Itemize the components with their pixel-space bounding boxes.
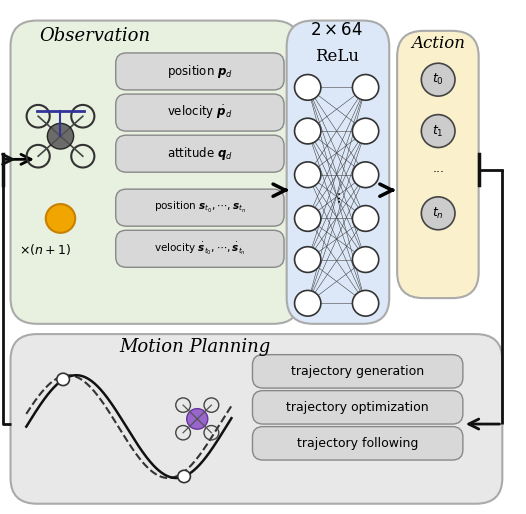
Circle shape: [352, 118, 379, 144]
Circle shape: [352, 290, 379, 316]
FancyBboxPatch shape: [116, 53, 284, 90]
Circle shape: [421, 115, 455, 148]
Text: $2 \times 64$: $2 \times 64$: [310, 22, 363, 40]
Circle shape: [57, 373, 69, 386]
FancyBboxPatch shape: [252, 355, 463, 388]
Text: velocity $\dot{\boldsymbol{p}}_d$: velocity $\dot{\boldsymbol{p}}_d$: [167, 104, 232, 121]
Text: velocity $\dot{\boldsymbol{s}}_{t_0}, \cdots, \dot{\boldsymbol{s}}_{t_n}$: velocity $\dot{\boldsymbol{s}}_{t_0}, \c…: [154, 241, 246, 257]
Circle shape: [421, 63, 455, 96]
FancyBboxPatch shape: [11, 334, 502, 504]
Text: trajectory generation: trajectory generation: [291, 365, 424, 378]
Circle shape: [352, 75, 379, 100]
Text: Motion Planning: Motion Planning: [119, 338, 270, 356]
Text: Observation: Observation: [39, 27, 150, 45]
Text: $\times(n+1)$: $\times(n+1)$: [18, 242, 71, 257]
Text: position $\boldsymbol{s}_{t_0}, \cdots, \boldsymbol{s}_{t_n}$: position $\boldsymbol{s}_{t_0}, \cdots, …: [154, 200, 246, 215]
FancyBboxPatch shape: [287, 21, 389, 324]
Circle shape: [47, 123, 74, 149]
Text: trajectory optimization: trajectory optimization: [286, 401, 429, 414]
Text: $t_0$: $t_0$: [432, 72, 444, 87]
Circle shape: [295, 290, 321, 316]
Text: $t_1$: $t_1$: [432, 123, 444, 139]
Text: position $\boldsymbol{p}_d$: position $\boldsymbol{p}_d$: [167, 63, 233, 80]
Text: $t_n$: $t_n$: [432, 206, 444, 221]
Circle shape: [352, 206, 379, 231]
FancyBboxPatch shape: [252, 391, 463, 424]
FancyBboxPatch shape: [397, 31, 479, 298]
Text: attitude $\boldsymbol{q}_d$: attitude $\boldsymbol{q}_d$: [167, 145, 233, 162]
Circle shape: [295, 75, 321, 100]
Text: trajectory following: trajectory following: [297, 437, 418, 450]
Circle shape: [295, 206, 321, 231]
FancyBboxPatch shape: [116, 189, 284, 226]
Circle shape: [421, 197, 455, 230]
Circle shape: [295, 162, 321, 188]
FancyBboxPatch shape: [116, 230, 284, 267]
Text: ...: ...: [329, 189, 342, 202]
Circle shape: [295, 118, 321, 144]
Circle shape: [178, 470, 190, 483]
FancyBboxPatch shape: [252, 427, 463, 460]
FancyBboxPatch shape: [11, 21, 300, 324]
Text: ...: ...: [432, 162, 444, 175]
Circle shape: [46, 204, 75, 233]
Circle shape: [295, 247, 321, 272]
Circle shape: [352, 162, 379, 188]
Circle shape: [187, 409, 208, 429]
FancyBboxPatch shape: [116, 135, 284, 172]
Text: ReLu: ReLu: [315, 48, 359, 65]
FancyBboxPatch shape: [116, 94, 284, 131]
Text: Action: Action: [411, 35, 465, 52]
Circle shape: [352, 247, 379, 272]
